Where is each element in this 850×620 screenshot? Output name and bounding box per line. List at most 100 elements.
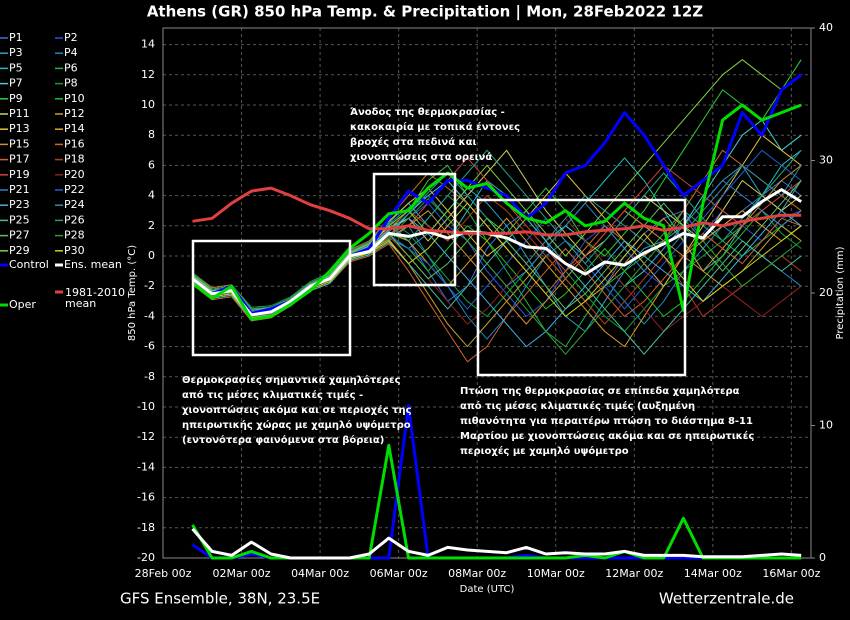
annotation: Άνοδος της θερμοκρασίας - (350, 106, 505, 118)
y-tick-label: -4 (144, 309, 155, 322)
y-tick-label: -8 (144, 370, 155, 383)
legend-label: Oper (9, 298, 36, 311)
y-tick-label: -6 (144, 340, 155, 353)
annotation: (εντονότερα φαινόμενα στα βόρεια) (182, 434, 384, 446)
annotation: πιθανότητα για περαιτέρω πτώση το διάστη… (460, 415, 753, 427)
y2-tick-label: 40 (819, 21, 833, 34)
series-line (191, 103, 802, 321)
y2-tick-label: 10 (819, 419, 833, 432)
annotation: από τις μέσες κλιματικές τιμές (αυξημένη (460, 400, 695, 412)
legend-label: P15 (9, 137, 30, 150)
annotation: χιονοπτώσεις ακόμα και σε περιοχές της (182, 404, 412, 416)
y2-tick-label: 0 (819, 551, 826, 564)
y-tick-label: -10 (137, 400, 155, 413)
legend-label: P23 (9, 198, 30, 211)
x-tick-label: 28Feb 00z (135, 567, 192, 580)
legend-label: P9 (9, 92, 23, 105)
x-tick-label: 14Mar 00z (684, 567, 742, 580)
highlight-box (191, 239, 352, 357)
legend-label: P21 (9, 183, 30, 196)
legend-label: P28 (64, 229, 85, 242)
legend-label: P10 (64, 92, 85, 105)
legend-label: P16 (64, 137, 85, 150)
x-tick-label: 10Mar 00z (527, 567, 585, 580)
legend-label: Control (9, 258, 49, 271)
legend-label: P25 (9, 213, 30, 226)
x-tick-label: 06Mar 00z (370, 567, 428, 580)
y-tick-label: -16 (137, 491, 155, 504)
y-tick-label: 8 (148, 128, 155, 141)
legend-label: P13 (9, 122, 30, 135)
y-tick-label: 4 (148, 189, 155, 202)
legend-label: P4 (64, 46, 78, 59)
x-tick-label: 12Mar 00z (605, 567, 663, 580)
legend-label: P2 (64, 31, 78, 44)
annotation: Θερμοκρασίες σημαντικά χαμηλότερες (182, 374, 401, 386)
x-axis-label: Date (UTC) (460, 584, 515, 595)
y-axis-label: 850 hPa Temp. (°C) (127, 245, 138, 341)
legend-label: P29 (9, 244, 30, 257)
y-tick-label: 10 (141, 98, 155, 111)
annotation: από τις μέσες κλιματικές τιμές - (182, 389, 363, 401)
legend-label: P20 (64, 168, 85, 181)
series-line (192, 210, 802, 332)
y-tick-label: -14 (137, 460, 155, 473)
annotation: βροχές στα πεδινά και (350, 136, 477, 148)
legend-label: P8 (64, 77, 78, 90)
legend-label: P1 (9, 31, 23, 44)
legend-label: P22 (64, 183, 85, 196)
highlight-boxes (191, 172, 687, 377)
legend-label: P7 (9, 77, 23, 90)
y-tick-label: -2 (144, 279, 155, 292)
x-tick-label: 08Mar 00z (448, 567, 506, 580)
legend-label: P30 (64, 244, 85, 257)
legend-label: P6 (64, 61, 78, 74)
legend-label: P11 (9, 107, 30, 120)
y2-tick-label: 30 (819, 154, 833, 167)
lines (191, 59, 803, 560)
legend-label: P26 (64, 213, 85, 226)
annotation: ηπειρωτικής χώρας με χαμηλό υψόμετρο (182, 419, 411, 431)
legend-label: P5 (9, 61, 23, 74)
legend-label: P19 (9, 168, 30, 181)
chart-title: Athens (GR) 850 hPa Temp. & Precipitatio… (147, 3, 703, 22)
y2-axis-label: Precipitation (mm) (835, 246, 846, 339)
footer-left: GFS Ensemble, 38N, 23.5E (120, 590, 320, 608)
y-tick-label: 0 (148, 249, 155, 262)
precip-line (191, 527, 802, 560)
y-tick-label: 12 (141, 68, 155, 81)
legend-label: P14 (64, 122, 85, 135)
x-tick-label: 02Mar 00z (213, 567, 271, 580)
x-tick-label: 04Mar 00z (291, 567, 349, 580)
annotation: περιοχές με χαμηλό υψόμετρο (460, 445, 629, 457)
series-line (191, 188, 802, 317)
y-tick-label: -12 (137, 430, 155, 443)
legend-label: P24 (64, 198, 85, 211)
legend-label: P3 (9, 46, 23, 59)
highlight-box (372, 172, 457, 287)
precip-line (191, 443, 802, 560)
series-line (192, 186, 802, 237)
legend-label: P12 (64, 107, 85, 120)
annotation: κακοκαιρία με τοπικά έντονες (350, 121, 520, 133)
legend-label: P18 (64, 153, 85, 166)
highlight-box (476, 198, 687, 377)
series-line (192, 202, 802, 319)
y-tick-label: 6 (148, 158, 155, 171)
annotation: Μαρτίου με χιονοπτώσεις ακόμα και σε ηπε… (460, 430, 754, 442)
y-tick-label: -18 (137, 521, 155, 534)
x-tick-label: 16Mar 00z (762, 567, 820, 580)
legend-label: 1981-2010 mean (65, 286, 125, 310)
y-tick-label: -20 (137, 551, 155, 564)
y-tick-label: 2 (148, 219, 155, 232)
footer-right: Wetterzentrale.de (659, 590, 794, 608)
annotation: Πτώση της θερμοκρασίας σε επίπεδα χαμηλό… (460, 385, 740, 397)
annotation: χιονοπτώσεις στα ορεινά (350, 151, 492, 163)
y-tick-label: 14 (141, 38, 155, 51)
legend-label: Ens. mean (64, 258, 122, 271)
legend-label: P17 (9, 153, 30, 166)
y2-tick-label: 20 (819, 286, 833, 299)
legend-label: P27 (9, 229, 30, 242)
